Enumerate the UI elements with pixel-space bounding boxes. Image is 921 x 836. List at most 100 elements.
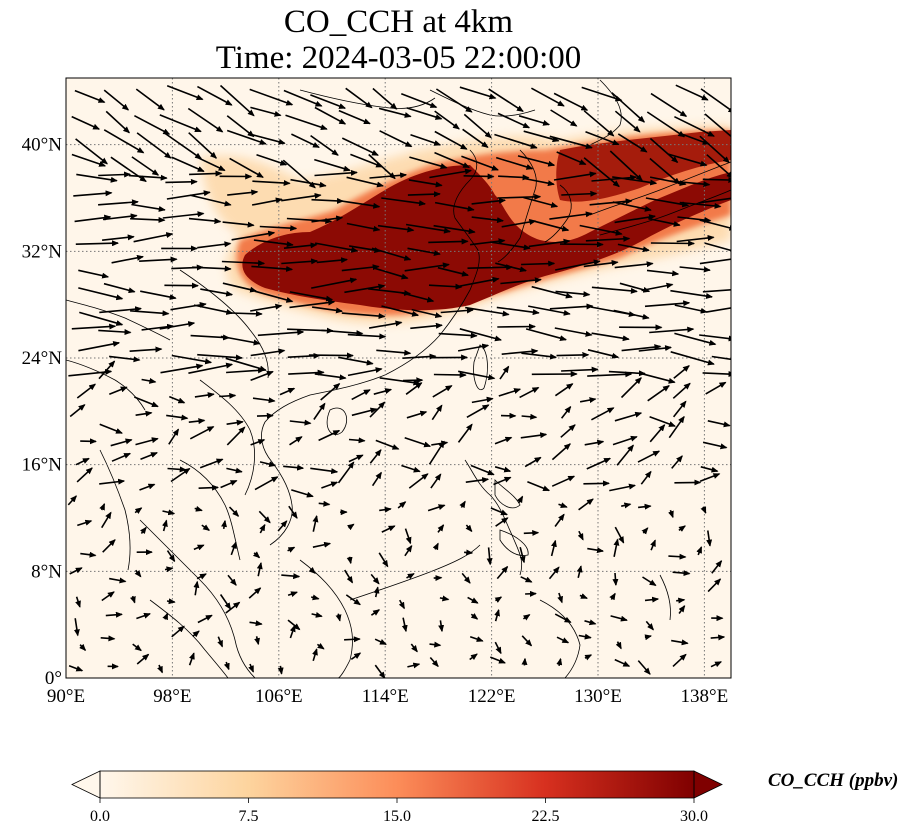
- wind-vector: [706, 530, 713, 547]
- wind-vector: [649, 415, 676, 427]
- wind-vector: [99, 502, 106, 511]
- wind-vector: [495, 156, 534, 170]
- wind-vector: [587, 547, 604, 554]
- wind-vector: [344, 569, 354, 584]
- wind-vector: [402, 353, 437, 360]
- wind-vector: [314, 373, 347, 381]
- wind-vector: [377, 224, 415, 233]
- wind-vector: [135, 410, 153, 417]
- wind-vector: [705, 381, 727, 395]
- wind-vector: [130, 595, 136, 604]
- wind-vector: [372, 87, 398, 110]
- wind-vector: [227, 189, 259, 196]
- wind-vector: [548, 566, 560, 580]
- wind-vector: [521, 260, 556, 267]
- wind-vector: [584, 654, 593, 661]
- wind-vector: [497, 193, 542, 200]
- colorbar-tick-label: 30.0: [680, 808, 708, 825]
- wind-vector: [259, 461, 277, 468]
- wind-vector: [523, 130, 560, 143]
- wind-vector: [259, 225, 298, 232]
- lat-tick-label: 16°N: [22, 455, 63, 476]
- wind-vector: [644, 596, 660, 603]
- wind-vector: [617, 133, 648, 153]
- wind-vector: [80, 551, 97, 558]
- wind-vector: [73, 618, 80, 637]
- wind-vector: [285, 114, 328, 131]
- wind-vector: [192, 265, 232, 272]
- wind-vector: [641, 372, 676, 384]
- lon-tick-label: 90°E: [47, 686, 85, 707]
- wind-vector: [69, 567, 83, 575]
- wind-vector: [523, 196, 559, 208]
- wind-vector: [374, 664, 386, 678]
- wind-vector: [78, 269, 110, 279]
- wind-vector: [219, 594, 232, 610]
- wind-vector: [702, 289, 731, 293]
- wind-vector: [613, 538, 620, 557]
- wind-vector: [170, 467, 191, 483]
- wind-vector: [140, 452, 158, 461]
- wind-vector: [110, 438, 133, 447]
- wind-vector: [560, 424, 576, 438]
- wind-vector: [462, 128, 489, 148]
- wind-vector: [222, 282, 258, 293]
- wind-vector: [674, 115, 715, 137]
- wind-vector: [316, 257, 348, 264]
- wind-vector: [101, 591, 115, 602]
- wind-vector: [554, 327, 593, 337]
- wind-vector: [410, 643, 418, 653]
- wind-vector: [554, 613, 572, 624]
- wind-vector: [250, 348, 286, 357]
- wind-vector: [497, 323, 536, 330]
- wind-vector: [162, 519, 168, 532]
- wind-vector: [699, 135, 730, 164]
- wind-vector: [407, 191, 441, 198]
- wind-vector: [668, 153, 708, 167]
- wind-vector: [644, 300, 691, 308]
- wind-vector: [645, 620, 654, 631]
- wind-vector: [314, 169, 358, 177]
- map-title-line1: CO_CCH at 4km: [283, 4, 514, 40]
- wind-vector: [671, 455, 683, 469]
- wind-vector: [279, 387, 296, 396]
- wind-vector: [621, 344, 662, 352]
- wind-vector: [194, 392, 215, 399]
- wind-vector: [283, 89, 323, 107]
- wind-vector: [251, 265, 294, 272]
- wind-vector: [621, 502, 632, 509]
- wind-vector: [499, 365, 510, 380]
- wind-vector: [408, 473, 429, 489]
- wind-vector: [338, 356, 374, 366]
- wind-vector: [189, 425, 215, 440]
- wind-vector: [226, 426, 246, 446]
- wind-vector: [609, 592, 616, 601]
- wind-vector: [704, 242, 731, 252]
- wind-vector: [556, 151, 587, 166]
- wind-vector: [437, 266, 469, 277]
- wind-vector: [368, 320, 403, 329]
- wind-vector: [614, 658, 631, 667]
- lat-tick-label: 40°N: [22, 135, 63, 156]
- colorbar-extend-low: [71, 770, 101, 799]
- wind-vector: [75, 138, 108, 165]
- wind-vector: [200, 288, 234, 297]
- wind-vector: [256, 154, 288, 166]
- wind-vector: [640, 470, 652, 485]
- wind-vector: [401, 93, 438, 109]
- wind-vector: [167, 466, 187, 473]
- wind-vector: [226, 467, 243, 474]
- wind-vector: [99, 478, 126, 485]
- wind-vector: [465, 524, 473, 533]
- wind-vector: [102, 234, 135, 241]
- colorbar-bar: [100, 771, 694, 798]
- wind-vector: [188, 652, 195, 666]
- wind-vector: [338, 199, 381, 209]
- wind-vector: [310, 134, 339, 156]
- wind-vector: [140, 290, 177, 300]
- wind-vector: [554, 383, 574, 397]
- wind-vector: [431, 404, 443, 421]
- wind-vector: [132, 643, 142, 652]
- wind-vector: [164, 566, 174, 573]
- wind-vector: [531, 285, 573, 299]
